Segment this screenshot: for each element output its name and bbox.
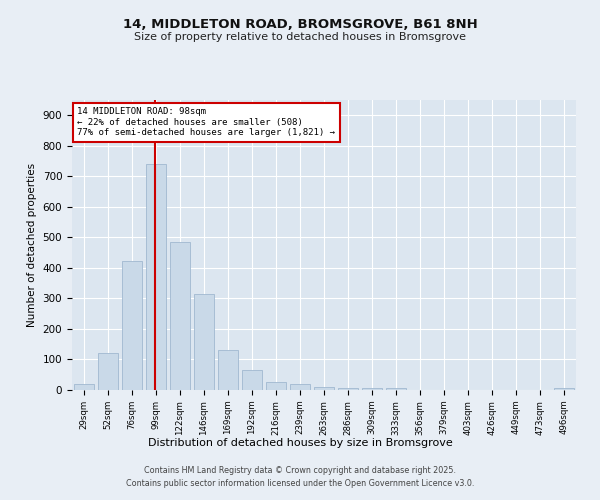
Bar bbox=[242, 370, 262, 390]
Bar bbox=[314, 387, 334, 390]
Bar bbox=[266, 382, 286, 390]
Bar bbox=[74, 384, 94, 390]
Text: 14, MIDDLETON ROAD, BROMSGROVE, B61 8NH: 14, MIDDLETON ROAD, BROMSGROVE, B61 8NH bbox=[122, 18, 478, 30]
Bar bbox=[146, 164, 166, 390]
Bar bbox=[218, 350, 238, 390]
Bar bbox=[554, 388, 574, 390]
Text: 14 MIDDLETON ROAD: 98sqm
← 22% of detached houses are smaller (508)
77% of semi-: 14 MIDDLETON ROAD: 98sqm ← 22% of detach… bbox=[77, 108, 335, 137]
Bar bbox=[98, 353, 118, 390]
Text: Contains HM Land Registry data © Crown copyright and database right 2025.
Contai: Contains HM Land Registry data © Crown c… bbox=[126, 466, 474, 487]
Bar bbox=[122, 261, 142, 390]
Text: Distribution of detached houses by size in Bromsgrove: Distribution of detached houses by size … bbox=[148, 438, 452, 448]
Bar bbox=[194, 294, 214, 390]
Y-axis label: Number of detached properties: Number of detached properties bbox=[27, 163, 37, 327]
Bar bbox=[386, 388, 406, 390]
Bar bbox=[290, 384, 310, 390]
Text: Size of property relative to detached houses in Bromsgrove: Size of property relative to detached ho… bbox=[134, 32, 466, 42]
Bar bbox=[362, 388, 382, 390]
Bar bbox=[338, 388, 358, 390]
Bar bbox=[170, 242, 190, 390]
